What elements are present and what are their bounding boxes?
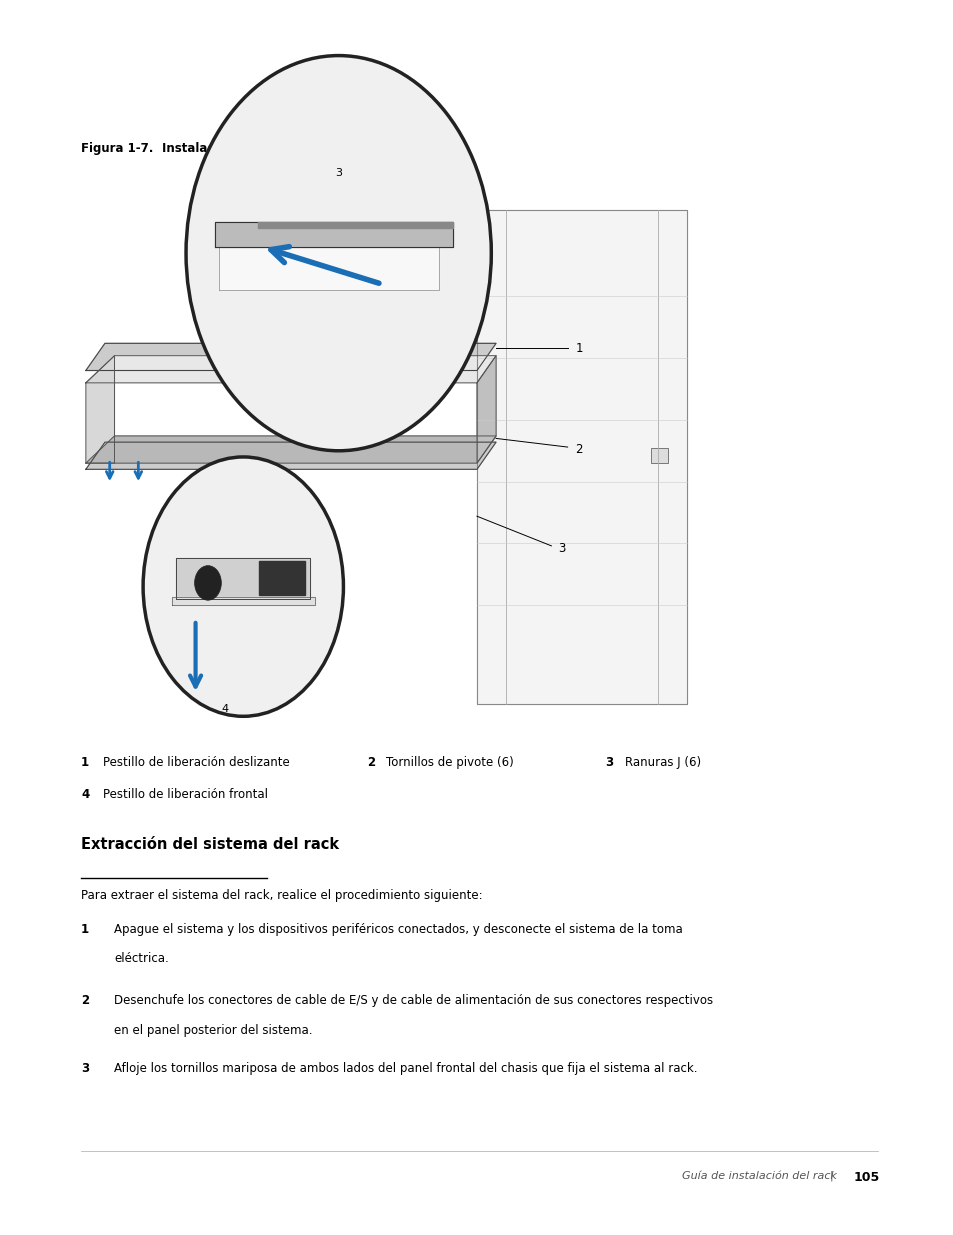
Text: Afloje los tornillos mariposa de ambos lados del panel frontal del chasis que fi: Afloje los tornillos mariposa de ambos l…: [114, 1062, 698, 1076]
Text: 3: 3: [604, 756, 613, 769]
Polygon shape: [86, 356, 496, 383]
Circle shape: [143, 457, 343, 716]
Text: |: |: [829, 1171, 833, 1182]
Text: en el panel posterior del sistema.: en el panel posterior del sistema.: [114, 1024, 313, 1037]
Text: Desenchufe los conectores de cable de E/S y de cable de alimentación de sus cone: Desenchufe los conectores de cable de E/…: [114, 994, 713, 1008]
Text: 4: 4: [81, 788, 90, 802]
Text: Guía de instalación del rack: Guía de instalación del rack: [681, 1171, 836, 1181]
Text: Figura 1-7.: Figura 1-7.: [81, 142, 153, 156]
Polygon shape: [476, 210, 686, 704]
Circle shape: [194, 566, 221, 600]
Polygon shape: [86, 343, 496, 370]
Text: 2: 2: [575, 443, 582, 456]
Text: Instalación del sistema en el rack: Instalación del sistema en el rack: [162, 142, 384, 156]
Text: 3: 3: [81, 1062, 90, 1076]
Text: 1: 1: [81, 756, 90, 769]
Text: 2: 2: [367, 756, 375, 769]
Polygon shape: [86, 442, 496, 469]
Text: 105: 105: [853, 1171, 880, 1184]
Text: Para extraer el sistema del rack, realice el procedimiento siguiente:: Para extraer el sistema del rack, realic…: [81, 889, 482, 903]
Text: 3: 3: [335, 168, 342, 178]
Polygon shape: [86, 436, 496, 463]
Text: Tornillos de pivote (6): Tornillos de pivote (6): [386, 756, 514, 769]
Text: eléctrica.: eléctrica.: [114, 952, 169, 966]
Text: 2: 2: [81, 994, 90, 1008]
Text: 1: 1: [575, 342, 582, 354]
Polygon shape: [86, 356, 114, 463]
Polygon shape: [214, 222, 453, 247]
Text: Ranuras J (6): Ranuras J (6): [624, 756, 700, 769]
Polygon shape: [259, 561, 305, 595]
Polygon shape: [476, 356, 496, 463]
Polygon shape: [219, 247, 438, 290]
Text: Extracción del sistema del rack: Extracción del sistema del rack: [81, 837, 339, 852]
Text: Pestillo de liberación deslizante: Pestillo de liberación deslizante: [103, 756, 290, 769]
Polygon shape: [257, 222, 453, 228]
Polygon shape: [176, 558, 310, 599]
Polygon shape: [172, 597, 314, 605]
Circle shape: [186, 56, 491, 451]
Text: 4: 4: [221, 704, 228, 714]
Text: Apague el sistema y los dispositivos periféricos conectados, y desconecte el sis: Apague el sistema y los dispositivos per…: [114, 923, 682, 936]
Text: Pestillo de liberación frontal: Pestillo de liberación frontal: [103, 788, 268, 802]
Bar: [650, 448, 667, 463]
Text: 1: 1: [81, 923, 90, 936]
Text: 3: 3: [558, 542, 565, 555]
